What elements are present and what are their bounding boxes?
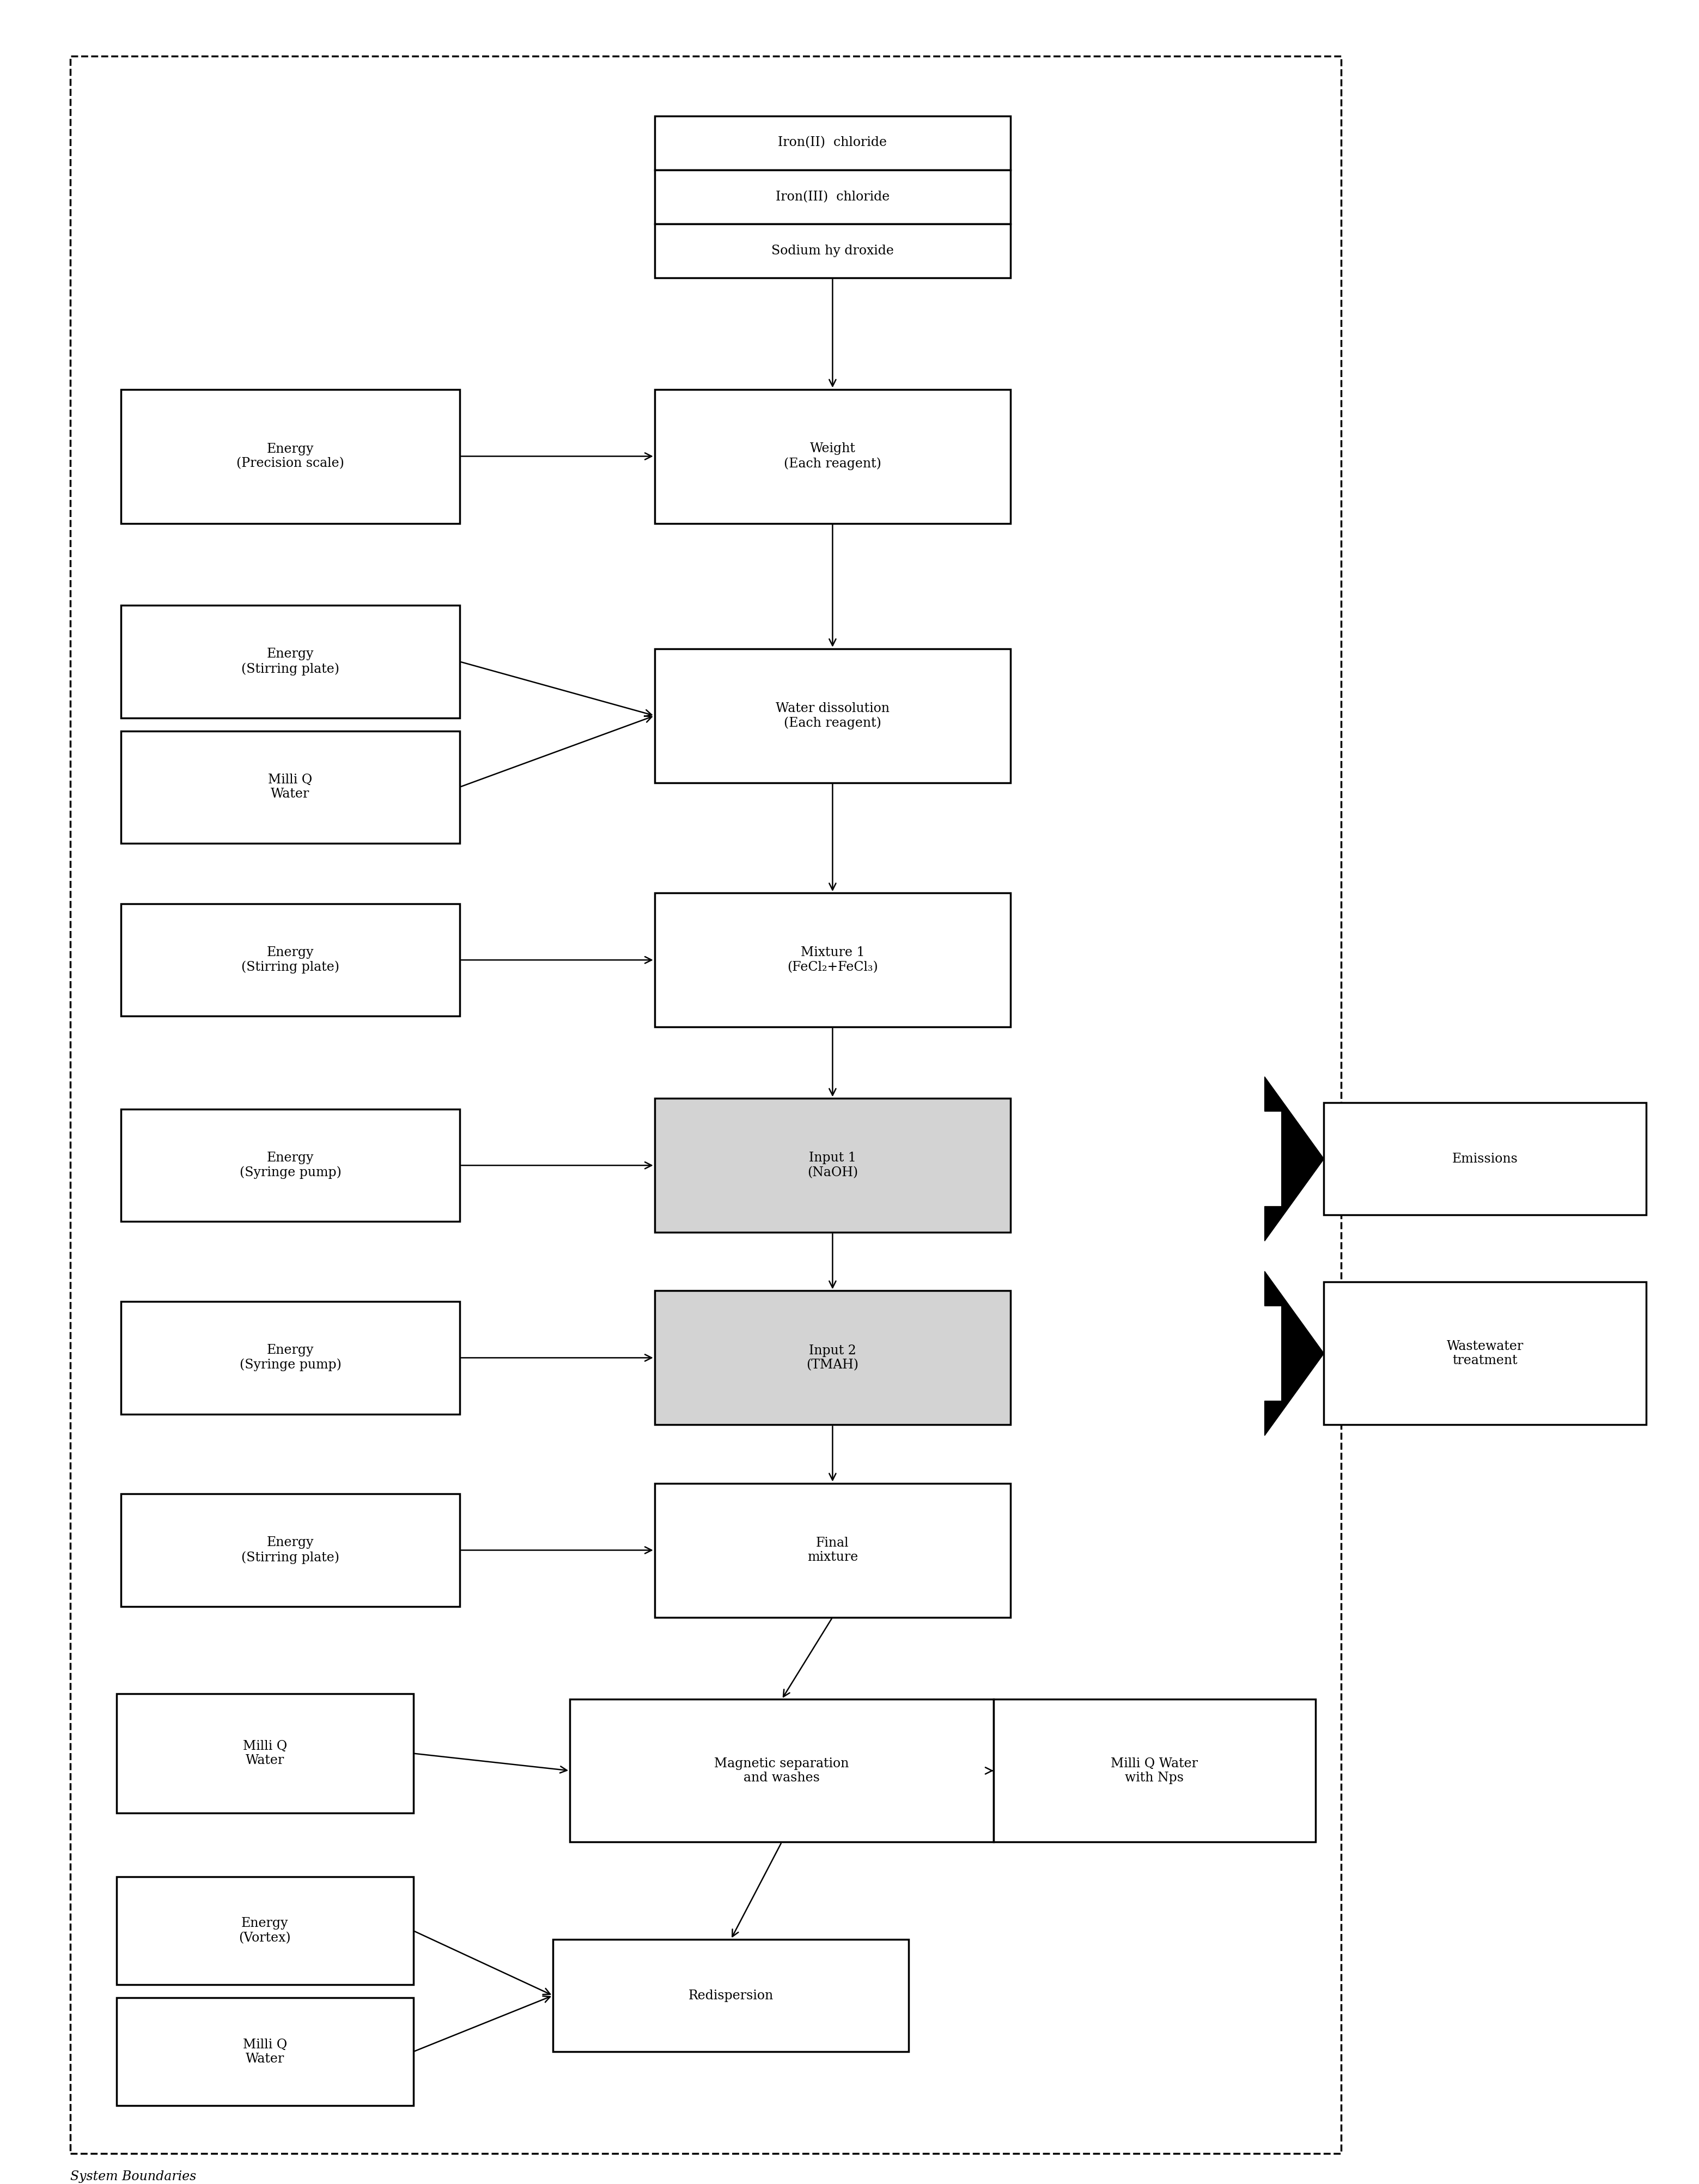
Bar (117, 1998, 413, 2105)
Text: Energy
(Syringe pump): Energy (Syringe pump) (240, 1343, 341, 1372)
Bar (654, 116, 1011, 170)
Bar (121, 389, 460, 524)
Text: Magnetic separation
and washes: Magnetic separation and washes (714, 1758, 850, 1784)
Bar (121, 1302, 460, 1413)
Bar (117, 1876, 413, 1985)
Text: Milli Q
Water: Milli Q Water (243, 1741, 287, 1767)
Bar (654, 1099, 1011, 1232)
Bar (121, 1494, 460, 1607)
Text: Energy
(Vortex): Energy (Vortex) (240, 1918, 291, 1944)
Text: Energy
(Stirring plate): Energy (Stirring plate) (241, 1538, 340, 1564)
Bar (70, 57, 1341, 2153)
Text: Milli Q
Water: Milli Q Water (268, 773, 313, 802)
Bar (654, 225, 1011, 277)
Text: Milli Q
Water: Milli Q Water (243, 2038, 287, 2066)
Text: Sodium hy droxide: Sodium hy droxide (771, 245, 894, 258)
Text: Mixture 1
(FeCl₂+FeCl₃): Mixture 1 (FeCl₂+FeCl₃) (787, 946, 878, 974)
Text: Energy
(Precision scale): Energy (Precision scale) (236, 443, 345, 470)
Text: Energy
(Stirring plate): Energy (Stirring plate) (241, 946, 340, 974)
Bar (121, 732, 460, 843)
Bar (654, 1291, 1011, 1424)
Text: Energy
(Syringe pump): Energy (Syringe pump) (240, 1151, 341, 1179)
Bar (117, 1695, 413, 1813)
Text: Milli Q Water
with Nps: Milli Q Water with Nps (1111, 1758, 1198, 1784)
Bar (654, 389, 1011, 524)
Text: Energy
(Stirring plate): Energy (Stirring plate) (241, 649, 340, 675)
Text: Iron(II)  chloride: Iron(II) chloride (778, 138, 887, 149)
Text: Water dissolution
(Each reagent): Water dissolution (Each reagent) (776, 701, 890, 729)
Text: Final
mixture: Final mixture (807, 1538, 858, 1564)
Bar (654, 893, 1011, 1026)
Polygon shape (1264, 1077, 1324, 1241)
Text: Iron(III)  chloride: Iron(III) chloride (775, 190, 890, 203)
Text: Wastewater
treatment: Wastewater treatment (1446, 1341, 1524, 1367)
Text: Input 2
(TMAH): Input 2 (TMAH) (807, 1345, 858, 1372)
Bar (569, 1699, 994, 1841)
Text: Emissions: Emissions (1453, 1153, 1517, 1164)
Polygon shape (1264, 1271, 1324, 1435)
Bar (552, 1939, 909, 2051)
Bar (994, 1699, 1315, 1841)
Bar (1324, 1282, 1646, 1424)
Bar (121, 1109, 460, 1221)
Text: Redispersion: Redispersion (688, 1990, 773, 2003)
Text: Weight
(Each reagent): Weight (Each reagent) (783, 443, 882, 470)
Text: System Boundaries: System Boundaries (70, 2171, 195, 2184)
Bar (654, 1483, 1011, 1616)
Text: Input 1
(NaOH): Input 1 (NaOH) (807, 1151, 858, 1179)
Bar (121, 605, 460, 719)
Bar (1324, 1103, 1646, 1214)
Bar (654, 649, 1011, 782)
Bar (654, 170, 1011, 225)
Bar (121, 904, 460, 1016)
